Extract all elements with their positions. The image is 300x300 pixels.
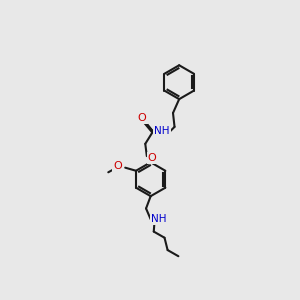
Text: NH: NH — [151, 214, 166, 224]
Text: O: O — [138, 112, 147, 123]
Text: O: O — [148, 153, 157, 163]
Text: NH: NH — [154, 127, 170, 136]
Text: O: O — [113, 161, 122, 171]
